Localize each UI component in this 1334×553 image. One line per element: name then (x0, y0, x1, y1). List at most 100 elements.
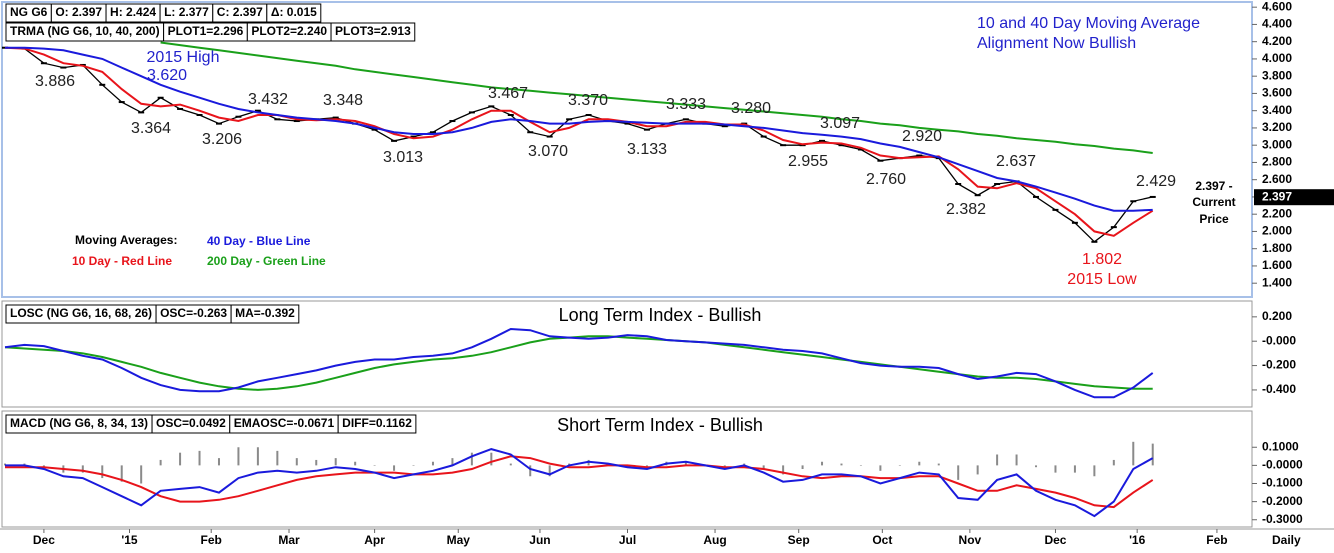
histogram-bar (548, 465, 551, 477)
x-tick-label: Feb (1206, 533, 1227, 547)
y-tick-label: 2.600 (1262, 172, 1292, 186)
price-line (4, 47, 1153, 243)
x-tick-label: Feb (201, 533, 222, 547)
annotation: 3.070 (528, 143, 568, 160)
y-tick-label: -0.000 (1262, 333, 1296, 347)
annotation: 3.333 (666, 96, 706, 113)
current-price-note: 2.397 - (1195, 179, 1232, 193)
histogram-bar (315, 459, 318, 466)
header-box (337, 414, 417, 434)
histogram-bar (470, 452, 473, 466)
y-tick-label: 0.200 (1262, 309, 1292, 323)
panel-title: Short Term Index - Bullish (557, 415, 763, 435)
header-text: L: 2.377 (164, 5, 209, 19)
header-text: LOSC (NG G6, 16, 68, 26) (10, 306, 152, 320)
histogram-bar (373, 465, 376, 466)
histogram-bar (451, 458, 454, 466)
y-tick-label: -0.0000 (1262, 458, 1303, 472)
histogram-bar (354, 461, 357, 466)
y-tick-label: -0.1000 (1262, 476, 1303, 490)
header-text: MACD (NG G6, 8, 34, 13) (10, 416, 148, 430)
annotation: 3.280 (731, 100, 771, 117)
header-text: NG G6 (10, 5, 48, 19)
histogram-bar (840, 463, 843, 466)
annotation: 2.382 (946, 201, 986, 218)
price-panel (1, 1, 1253, 298)
annotation: 2015 Low (1067, 271, 1137, 288)
histogram-bar (237, 447, 240, 466)
x-axis-label: Daily (1272, 533, 1301, 547)
header-text: O: 2.397 (55, 5, 102, 19)
histogram-bar (1151, 443, 1154, 466)
annotation: 3.206 (202, 131, 242, 148)
header-text: DIFF=0.1162 (342, 416, 412, 430)
x-tick-label: Mar (278, 533, 300, 547)
x-tick-label: Apr (364, 533, 385, 547)
histogram-bar (801, 465, 804, 469)
annotation: 2.429 (1136, 173, 1176, 190)
annotation: 3.620 (147, 67, 187, 84)
header-text: C: 2.397 (217, 5, 263, 19)
x-tick-label: Aug (703, 533, 726, 547)
histogram-bar (120, 465, 123, 482)
histogram-bar (937, 463, 940, 466)
annotation: 3.097 (820, 115, 860, 132)
y-tick-label: 1.800 (1262, 241, 1292, 255)
header-text: PLOT3=2.913 (335, 24, 411, 38)
y-tick-label: -0.200 (1262, 358, 1296, 372)
histogram-bar (431, 461, 434, 466)
x-tick-label: Sep (788, 533, 810, 547)
y-tick-label: 1.600 (1262, 258, 1292, 272)
histogram-bar (976, 465, 979, 475)
histogram-bar (140, 465, 143, 484)
annotation: 3.133 (627, 141, 667, 158)
x-tick-label: May (447, 533, 471, 547)
y-tick-label: -0.400 (1262, 382, 1296, 396)
histogram-bar (762, 465, 765, 469)
histogram-bar (782, 465, 785, 475)
y-tick-label: 3.600 (1262, 86, 1292, 100)
histogram-bar (101, 465, 104, 479)
histogram-bar (1132, 441, 1135, 466)
y-tick-label: 2.800 (1262, 155, 1292, 169)
y-tick-label: 0.1000 (1262, 439, 1299, 453)
header-box (230, 304, 300, 324)
histogram-bar (957, 465, 960, 480)
header-text: MA=-0.392 (235, 306, 295, 320)
y-tick-label: 3.800 (1262, 68, 1292, 82)
histogram-bar (1035, 465, 1038, 468)
histogram-bar (295, 458, 298, 466)
histogram-bar (918, 461, 921, 466)
header-text: OSC=0.0492 (156, 416, 226, 430)
y-tick-label: 4.000 (1262, 51, 1292, 65)
annotation: 2.955 (788, 153, 828, 170)
histogram-bar (1093, 465, 1096, 477)
annotation: 3.432 (248, 91, 288, 108)
y-tick-label: -0.3000 (1262, 512, 1303, 526)
histogram-bar (393, 465, 396, 471)
annotation: 2.920 (902, 128, 942, 145)
x-tick-label: Jun (529, 533, 550, 547)
histogram-bar (256, 447, 259, 466)
header-box (266, 3, 322, 23)
legend-entry: 10 Day - Red Line (72, 254, 172, 268)
header-box (330, 22, 416, 42)
x-tick-label: '15 (121, 533, 138, 547)
histogram-bar (898, 465, 901, 466)
x-tick-label: Oct (872, 533, 892, 547)
annotation: 3.364 (131, 120, 171, 137)
macd-panel (1, 410, 1253, 528)
last-price-label: 2.397 (1262, 189, 1292, 203)
losc-panel (1, 300, 1253, 408)
annotation: 3.013 (383, 149, 423, 166)
y-tick-label: 1.400 (1262, 275, 1292, 289)
legend-entry: 200 Day - Green Line (207, 254, 326, 268)
histogram-bar (1054, 465, 1057, 473)
histogram-bar (276, 450, 279, 466)
histogram-bar (859, 465, 862, 466)
histogram-bar (198, 450, 201, 466)
histogram-bar (334, 458, 337, 466)
